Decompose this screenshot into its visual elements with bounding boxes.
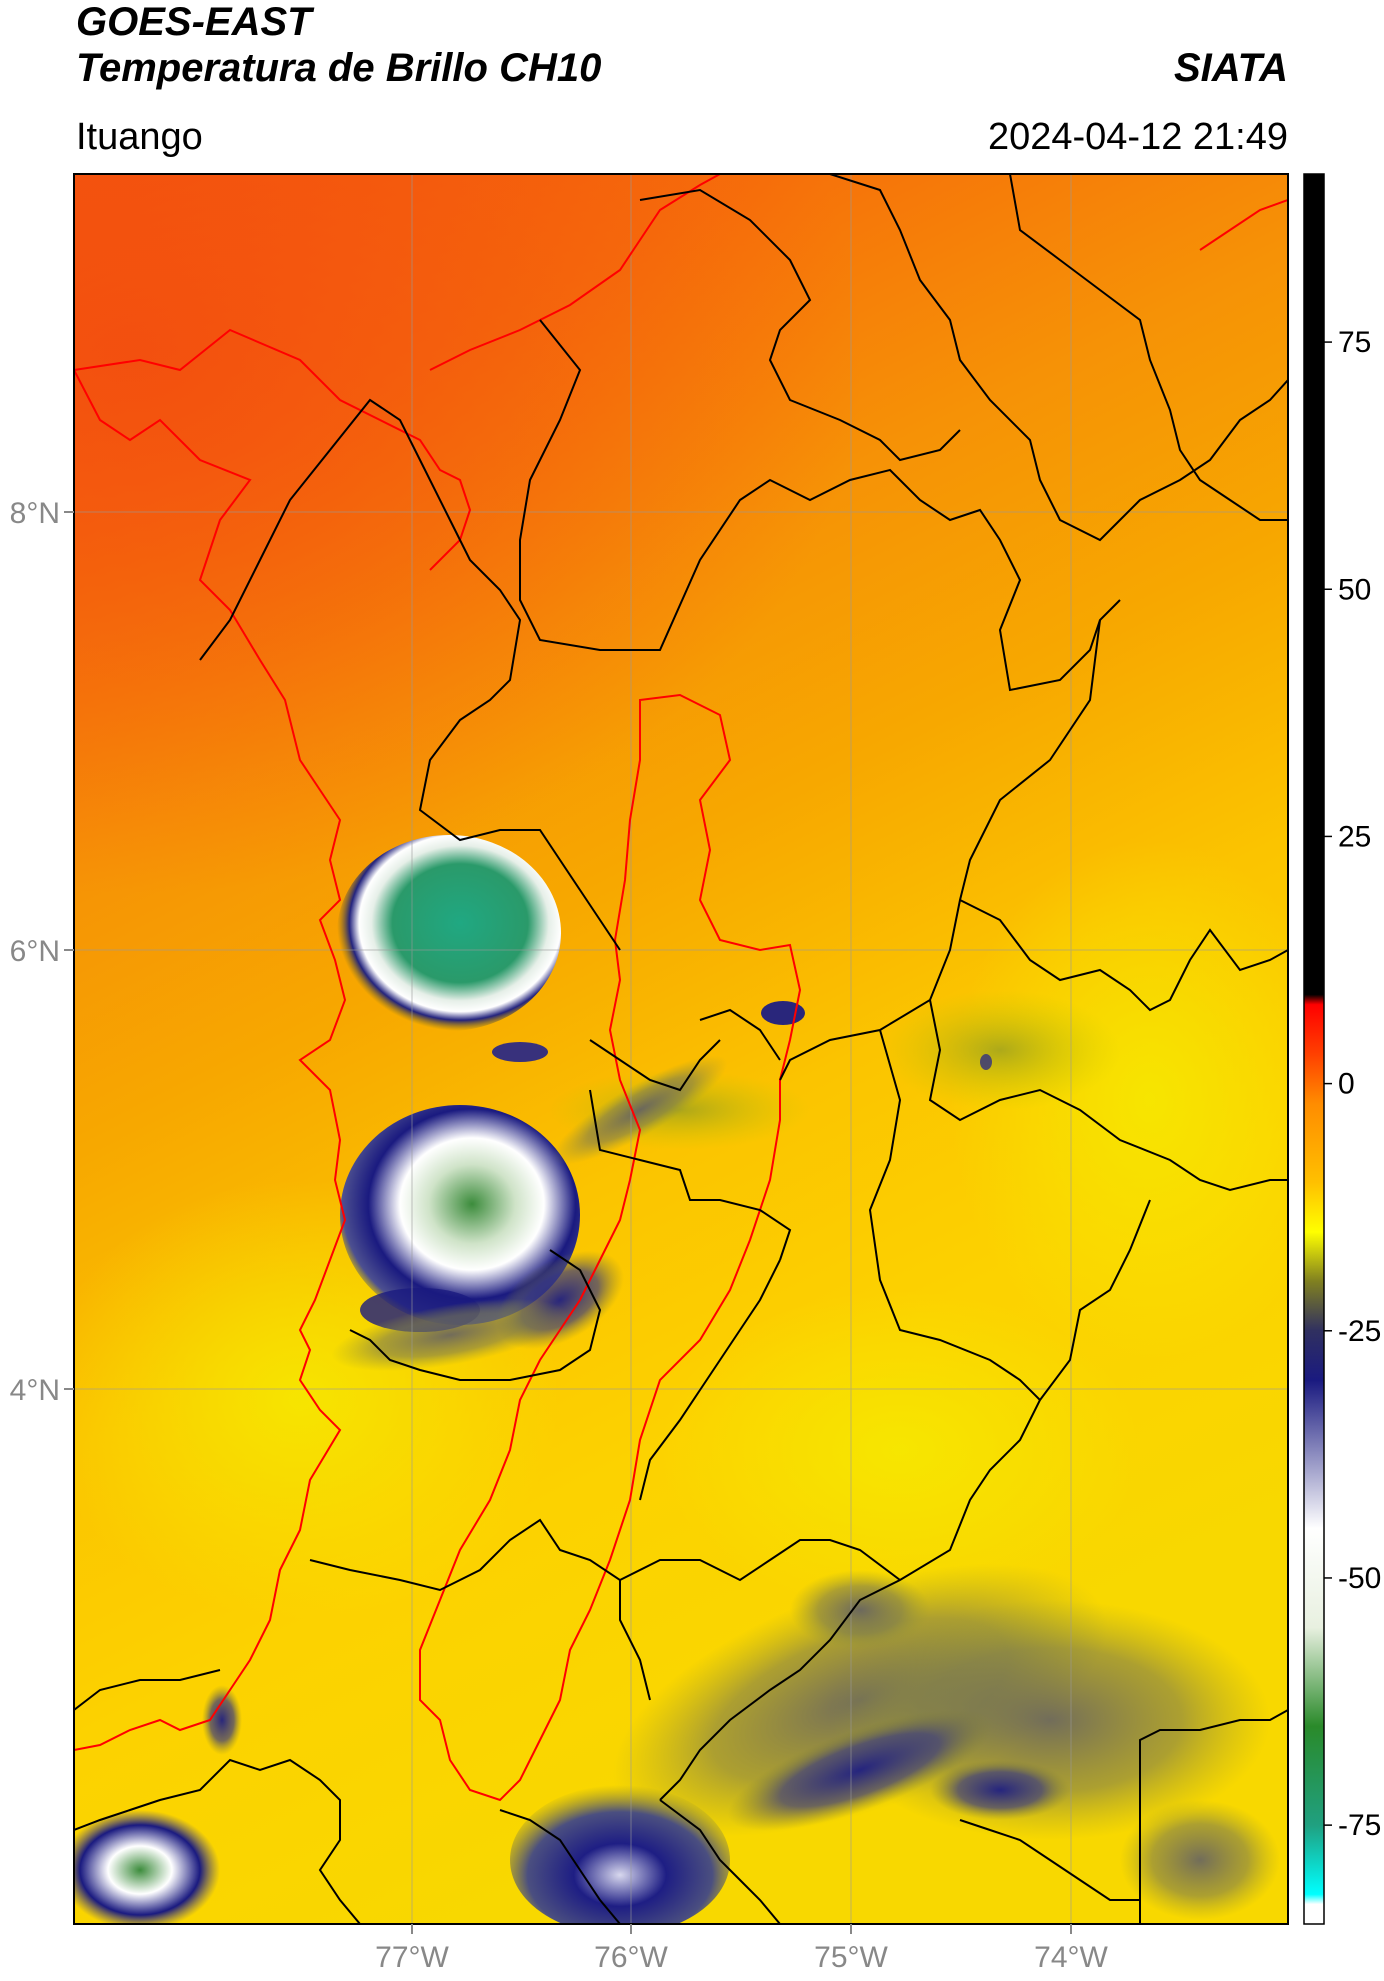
gridlines xyxy=(74,174,1288,1924)
convective-cell-southwest xyxy=(74,1810,220,1924)
lon-tick-label: 75°W xyxy=(814,1941,888,1974)
colorbar-ticks: 75 50 25 0 -25 -50 -75 xyxy=(1324,326,1381,1842)
temperature-field xyxy=(74,174,1288,1924)
colorbar-scale xyxy=(1304,174,1324,1924)
lon-tick-label: 74°W xyxy=(1034,1941,1108,1974)
lat-tick-label: 6°N xyxy=(10,935,60,968)
colorbar-tick-label: 25 xyxy=(1338,820,1371,853)
colorbar-tick-label: 75 xyxy=(1338,326,1371,359)
colorbar-tick-label: -75 xyxy=(1338,1809,1381,1842)
lat-tick-label: 4°N xyxy=(10,1374,60,1407)
colorbar-tick-label: 0 xyxy=(1338,1068,1355,1101)
colorbar-tick-label: -25 xyxy=(1338,1315,1381,1348)
convective-cell-central xyxy=(340,1105,580,1325)
title-satellite: GOES-EAST xyxy=(76,0,312,44)
colorbar-tick-label: 50 xyxy=(1338,573,1371,606)
title-product: Temperatura de Brillo CH10 xyxy=(76,46,602,90)
timestamp-label: 2024-04-12 21:49 xyxy=(987,116,1288,158)
map-frame xyxy=(73,173,1289,1925)
highlight-boundaries xyxy=(74,174,1288,1802)
lat-tick-label: 8°N xyxy=(10,497,60,530)
lon-tick-label: 76°W xyxy=(594,1941,668,1974)
colorbar-tick-label: -50 xyxy=(1338,1562,1381,1595)
convective-cell-north xyxy=(337,835,561,1031)
lat-axis: 8°N 6°N 4°N xyxy=(10,497,74,1407)
organization-label: SIATA xyxy=(1173,46,1288,90)
colorbar-frame xyxy=(1303,173,1325,1925)
lon-tick-label: 77°W xyxy=(375,1941,449,1974)
convective-cell-south xyxy=(510,1785,730,1924)
location-label: Ituango xyxy=(76,116,203,158)
lon-axis: 77°W 76°W 75°W 74°W xyxy=(375,1924,1109,1974)
admin-boundaries xyxy=(74,174,1288,1924)
